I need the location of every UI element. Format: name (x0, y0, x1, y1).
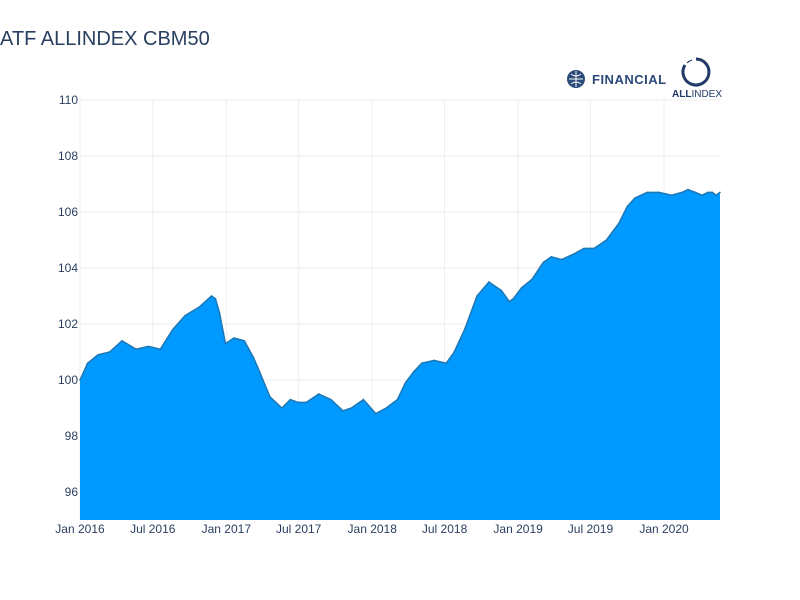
data-point (670, 194, 673, 196)
data-point (583, 247, 585, 250)
data-point (681, 191, 683, 194)
data-point (184, 314, 186, 317)
data-point (342, 410, 344, 412)
data-point (542, 261, 545, 264)
data-point (218, 312, 221, 314)
financial-logo: FINANCIAL (566, 67, 667, 91)
y-tick-label: 106 (58, 205, 78, 219)
data-point (289, 398, 292, 401)
data-point (86, 362, 89, 365)
x-tick-label: Jan 2019 (493, 522, 543, 536)
y-tick-label: 102 (58, 317, 78, 331)
globe-icon (567, 70, 585, 88)
data-point (385, 407, 388, 409)
x-tick-label: Jul 2016 (130, 522, 176, 536)
series-layer (79, 188, 721, 520)
data-point (210, 295, 213, 297)
data-point (445, 362, 448, 365)
data-point (79, 379, 81, 381)
data-point (687, 188, 689, 191)
data-point (488, 281, 490, 283)
data-point (531, 278, 533, 281)
data-point (198, 306, 200, 309)
data-point (626, 205, 629, 208)
data-point (159, 348, 162, 351)
data-point (258, 370, 261, 373)
data-point (719, 191, 721, 194)
data-point (711, 191, 714, 194)
data-point (147, 345, 150, 348)
data-point (593, 247, 595, 250)
data-point (350, 407, 353, 409)
data-point (121, 340, 123, 342)
data-point (550, 255, 553, 258)
data-point (701, 194, 703, 196)
x-tick-label: Jul 2019 (568, 522, 614, 536)
data-point (224, 342, 227, 345)
data-point (171, 328, 174, 331)
data-point (135, 348, 137, 351)
data-point (634, 197, 636, 199)
chart-title: ATF ALLINDEX CBM50 (0, 28, 210, 50)
data-point (560, 258, 563, 261)
data-point (281, 407, 283, 409)
data-point (404, 382, 407, 384)
x-tick-label: Jan 2020 (639, 522, 689, 536)
x-tick-label: Jan 2016 (55, 522, 105, 536)
data-point (476, 295, 478, 297)
data-point (421, 362, 423, 365)
x-axis-ticks: Jan 2016 Jul 2016 Jan 2017 Jul 2017 Jan 2018… (55, 522, 689, 536)
data-point (605, 239, 608, 241)
data-point (463, 328, 466, 331)
x-tick-label: Jan 2017 (202, 522, 252, 536)
y-tick-label: 110 (59, 93, 78, 107)
allindex-logo: ALLINDEX (668, 56, 724, 102)
data-point (433, 359, 436, 362)
data-point (707, 191, 709, 194)
y-tick-label: 104 (58, 261, 78, 275)
data-point (572, 253, 575, 255)
data-point (330, 398, 332, 401)
y-tick-label: 108 (58, 149, 78, 163)
data-point (252, 356, 255, 359)
data-point (453, 351, 456, 353)
data-point (694, 191, 697, 194)
x-tick-label: Jul 2017 (276, 522, 322, 536)
data-point (297, 401, 300, 404)
data-point (396, 398, 399, 401)
data-point (658, 191, 660, 194)
y-axis-ticks: 96 98 100 102 104 106 108 110 (58, 93, 78, 499)
x-tick-label: Jan 2018 (348, 522, 398, 536)
data-point (108, 351, 111, 353)
data-point (317, 393, 320, 395)
data-point (243, 340, 246, 342)
data-point (214, 298, 217, 300)
series-area (80, 189, 720, 520)
y-tick-label: 96 (65, 485, 79, 499)
allindex-logo-text: ALLINDEX (672, 89, 722, 100)
financial-logo-text: FINANCIAL (592, 71, 667, 87)
allindex-logo-bold: ALL (672, 89, 692, 100)
data-point (500, 289, 503, 292)
data-point (413, 370, 415, 373)
y-tick-label: 100 (58, 373, 78, 387)
allindex-logo-rest: INDEX (691, 89, 723, 100)
y-tick-label: 98 (65, 429, 79, 443)
x-tick-label: Jul 2018 (422, 522, 468, 536)
data-point (375, 412, 377, 415)
data-point (715, 194, 717, 196)
data-point (362, 398, 365, 401)
data-point (508, 300, 511, 303)
data-point (618, 222, 620, 224)
data-point (269, 396, 271, 398)
data-point (233, 337, 235, 339)
data-point (512, 298, 515, 300)
ring-icon (681, 57, 711, 87)
data-point (520, 286, 523, 289)
data-point (646, 191, 648, 194)
data-point (305, 401, 308, 404)
data-point (97, 354, 99, 356)
